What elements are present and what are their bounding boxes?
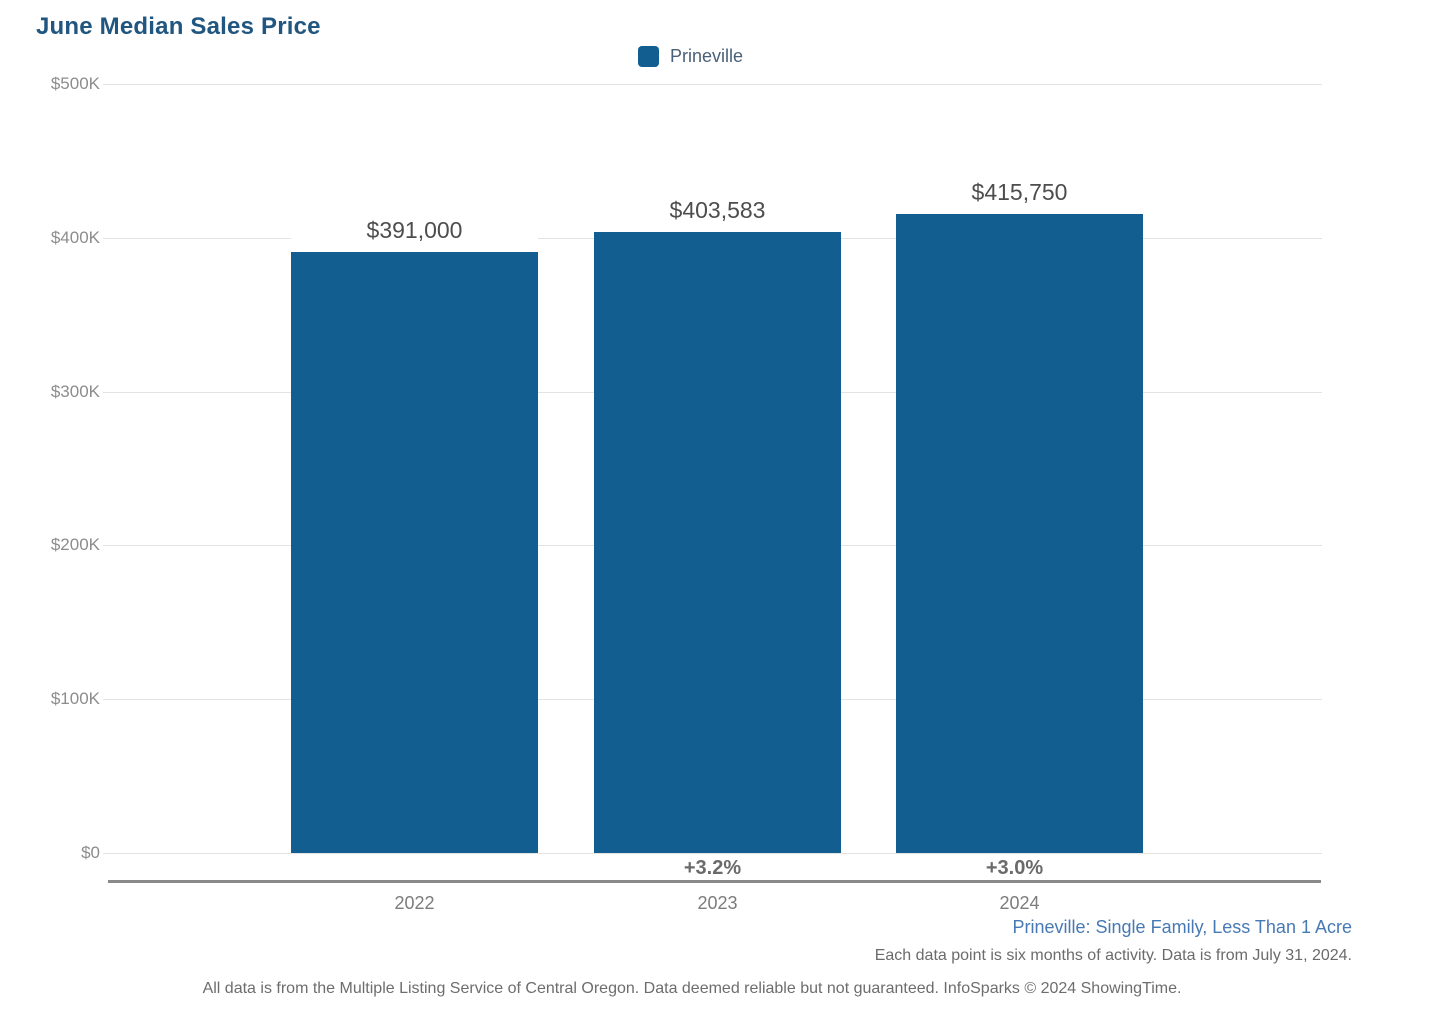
- footer-series-note: Prineville: Single Family, Less Than 1 A…: [1012, 917, 1353, 937]
- bar-2023[interactable]: [594, 232, 841, 853]
- bar-value-label: $391,000: [291, 217, 538, 244]
- y-axis-tick-label: $400K: [50, 228, 100, 247]
- bar-2022[interactable]: [291, 252, 538, 853]
- x-axis-tick-label: 2024: [999, 893, 1040, 913]
- pct-change-label: +3.2%: [683, 857, 742, 879]
- y-axis-tick-label: $200K: [50, 535, 100, 554]
- pct-change-label: +3.0%: [985, 857, 1044, 879]
- bar-2024[interactable]: [896, 214, 1143, 853]
- legend: Prineville: [638, 46, 743, 67]
- y-axis-tick-label: $100K: [50, 689, 100, 708]
- gridline: [103, 853, 1322, 854]
- y-axis-tick-label: $0: [81, 843, 100, 862]
- x-axis-line: [108, 880, 1321, 883]
- y-axis-tick-label: $500K: [50, 74, 100, 93]
- bar-value-label: $403,583: [594, 197, 841, 224]
- gridline: [103, 84, 1322, 85]
- bar-value-label: $415,750: [896, 179, 1143, 206]
- legend-label: Prineville: [670, 46, 744, 66]
- x-axis-tick-label: 2023: [697, 893, 738, 913]
- legend-swatch-prineville: [638, 46, 659, 67]
- y-axis-tick-label: $300K: [50, 382, 100, 401]
- footer-data-note: Each data point is six months of activit…: [874, 947, 1352, 964]
- page-title: June Median Sales Price: [36, 13, 321, 40]
- footer-disclaimer: All data is from the Multiple Listing Se…: [202, 980, 1182, 997]
- x-axis-tick-label: 2022: [394, 893, 435, 913]
